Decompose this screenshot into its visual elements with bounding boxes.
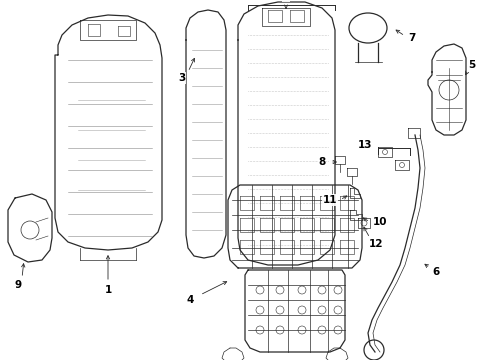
Text: 2: 2: [282, 0, 290, 1]
Text: 13: 13: [358, 140, 372, 150]
Text: 12: 12: [369, 239, 383, 249]
Text: 8: 8: [318, 157, 326, 167]
Text: 11: 11: [323, 195, 337, 205]
Text: 3: 3: [178, 73, 186, 83]
Text: 10: 10: [373, 217, 387, 227]
Text: 5: 5: [468, 60, 476, 70]
Text: 1: 1: [104, 285, 112, 295]
Text: 9: 9: [14, 280, 22, 290]
Text: 7: 7: [408, 33, 416, 43]
Text: 4: 4: [186, 295, 194, 305]
Text: 6: 6: [432, 267, 440, 277]
